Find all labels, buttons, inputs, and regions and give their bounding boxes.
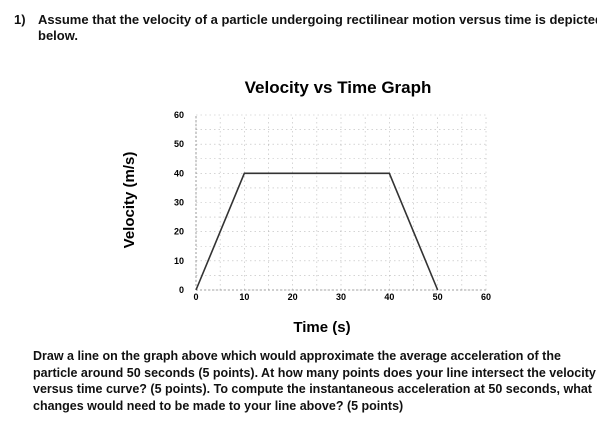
y-tick-label: 10 (174, 256, 184, 266)
instruction-line-1: Draw a line on the graph above which wou… (33, 349, 561, 363)
y-axis-label: Velocity (m/s) (121, 152, 138, 249)
velocity-time-chart: Velocity vs Time Graph 0 10 20 30 40 50 60 0 10 2… (121, 78, 491, 336)
y-tick-label: 30 (174, 198, 184, 208)
chart-grid (195, 114, 487, 291)
x-tick-label: 30 (336, 292, 346, 302)
x-tick-label: 40 (384, 292, 394, 302)
x-tick-label: 0 (193, 292, 198, 302)
chart-ticks: 0 10 20 30 40 50 60 0 10 20 30 40 50 60 (174, 110, 491, 302)
instruction-line-3: versus time curve? (5 points). To comput… (33, 382, 592, 396)
chart-title: Velocity vs Time Graph (245, 78, 432, 97)
x-tick-label: 60 (481, 292, 491, 302)
x-tick-label: 20 (288, 292, 298, 302)
question-text-line-1: Assume that the velocity of a particle u… (38, 12, 597, 27)
x-tick-label: 50 (433, 292, 443, 302)
instruction-line-4: changes would need to be made to your li… (33, 398, 404, 413)
instruction-line-2: particle around 50 seconds (5 points). A… (33, 365, 596, 380)
velocity-series-line (195, 172, 439, 291)
y-tick-label: 50 (174, 139, 184, 149)
question-number: 1) (14, 12, 26, 27)
instructions: Draw a line on the graph above which wou… (33, 348, 596, 414)
chart-series (195, 172, 439, 291)
y-tick-label: 0 (179, 285, 184, 295)
x-tick-label: 10 (239, 292, 249, 302)
y-tick-label: 60 (174, 110, 184, 120)
y-tick-label: 20 (174, 227, 184, 237)
y-tick-label: 40 (174, 168, 184, 178)
question-text-line-2: below. (38, 28, 78, 43)
x-axis-label: Time (s) (293, 319, 350, 336)
